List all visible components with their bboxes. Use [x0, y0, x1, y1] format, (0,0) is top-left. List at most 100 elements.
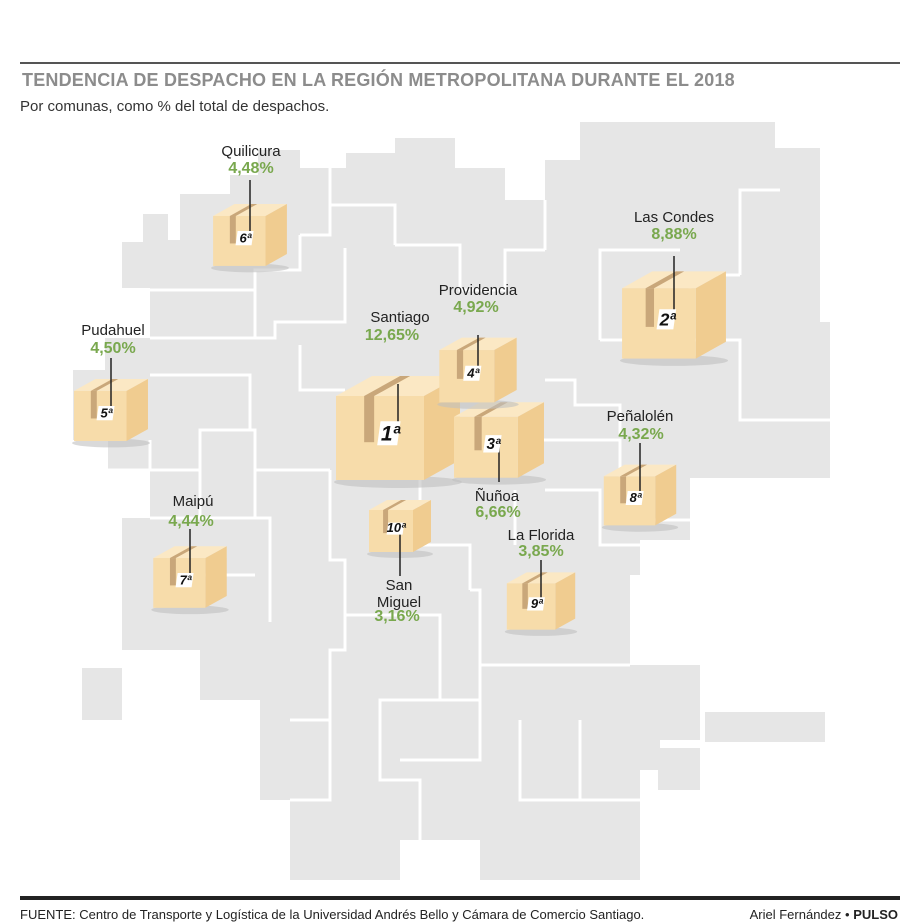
comuna-border	[540, 438, 622, 478]
region-island	[262, 622, 288, 700]
box-tape	[229, 215, 236, 244]
box-side	[517, 402, 544, 478]
comuna-border	[150, 288, 257, 340]
chart-subtitle: Por comunas, como % del total de despach…	[20, 98, 330, 115]
box-side	[205, 546, 227, 608]
rank-label: 3ª	[487, 436, 501, 453]
box-top	[369, 500, 431, 511]
comuna-border	[738, 188, 780, 275]
rank-label: 4ª	[466, 366, 480, 381]
credit-separator: •	[845, 907, 850, 922]
comuna-percent: 3,16%	[374, 608, 420, 625]
credit: Ariel Fernández • PULSO	[750, 907, 898, 922]
box-side	[412, 500, 431, 552]
box-tape	[522, 583, 528, 609]
package-box-3: 3ª	[452, 402, 546, 485]
comuna-name: Ñuñoa	[474, 488, 520, 505]
comuna-percent: 4,44%	[168, 513, 214, 530]
package-box-8: 8ª	[601, 443, 679, 532]
box-side	[695, 271, 726, 359]
comuna-name: Quilicura	[221, 143, 281, 160]
comuna-border	[290, 615, 347, 722]
rank-label: 8ª	[630, 490, 643, 505]
box-tape	[474, 416, 482, 451]
comuna-percent: 6,66%	[475, 504, 521, 521]
comuna-percent: 12,65%	[364, 327, 420, 344]
credit-author: Ariel Fernández	[749, 907, 842, 922]
comuna-border	[598, 248, 680, 340]
package-box-4: 4ª	[437, 335, 519, 409]
rank-tag	[483, 435, 502, 453]
comuna-percent: 3,85%	[518, 543, 564, 560]
box-side	[655, 464, 677, 526]
package-boxes: 1ª 2ª 3ª 4ª 5ª 6ª 7ª 8ª 9ª 10ª	[72, 180, 728, 636]
box-tape	[456, 350, 464, 379]
comuna-border	[400, 665, 482, 762]
comuna-border	[298, 345, 345, 392]
box-side	[126, 378, 148, 442]
box-side	[555, 572, 576, 630]
comuna-percent: 4,50%	[90, 340, 136, 357]
package-box-10: 10ª	[367, 500, 433, 576]
package-box-1: 1ª	[334, 376, 462, 488]
comuna-name: Peñalolén	[606, 408, 674, 425]
credit-outlet: PULSO	[853, 907, 898, 922]
package-box-9: 9ª	[504, 560, 578, 636]
package-box-7: 7ª	[151, 529, 229, 615]
comuna-border	[108, 468, 202, 518]
comuna-name: Santiago	[370, 309, 430, 326]
bottom-rule	[20, 896, 900, 900]
comuna-border	[345, 613, 442, 840]
comuna-percent: 4,92%	[453, 299, 499, 316]
box-side	[265, 204, 287, 266]
region-island	[705, 712, 825, 742]
region-island	[82, 668, 122, 720]
comuna-border	[545, 378, 622, 435]
comuna-percent: 4,32%	[618, 426, 664, 443]
region-island	[658, 748, 700, 790]
source-note: FUENTE: Centro de Transporte y Logística…	[20, 907, 645, 922]
top-rule	[20, 62, 900, 64]
package-box-6: 6ª	[211, 180, 289, 273]
rank-label: 9ª	[531, 596, 544, 611]
rank-label: 6ª	[240, 230, 253, 245]
package-box-5: 5ª	[72, 358, 150, 448]
comuna-border	[578, 720, 640, 802]
rank-tag	[463, 365, 482, 381]
box-tape	[169, 558, 176, 586]
comuna-percent: 8,88%	[651, 226, 697, 243]
rank-tag	[175, 572, 194, 588]
comuna-name: Pudahuel	[81, 322, 145, 339]
comuna-border	[255, 300, 347, 340]
rank-tag	[625, 491, 644, 506]
box-tape	[620, 476, 627, 504]
box-tape	[364, 396, 375, 443]
comuna-border	[395, 243, 545, 292]
chart-title: TENDENCIA DE DESPACHO EN LA REGIÓN METRO…	[22, 70, 735, 90]
box-tape	[645, 288, 655, 327]
comuna-name: Las Condes	[633, 209, 715, 226]
rank-tag	[235, 230, 254, 246]
package-box-2: 2ª	[620, 256, 728, 366]
rank-label: 7ª	[180, 572, 193, 587]
rank-label: 5ª	[101, 405, 114, 420]
rank-label: 2ª	[659, 309, 677, 329]
comuna-border	[253, 470, 272, 585]
rank-tag	[96, 405, 115, 421]
comuna-percent: 4,48%	[228, 160, 274, 177]
rank-label: 1ª	[381, 422, 402, 445]
box-tape	[383, 500, 407, 511]
comuna-border	[328, 470, 347, 615]
rank-tag	[377, 421, 401, 446]
comuna-border	[518, 720, 580, 802]
comuna-border	[470, 588, 630, 667]
comuna-name: La Florida	[507, 527, 575, 544]
rank-tag	[527, 597, 545, 611]
rank-tag	[386, 522, 405, 535]
box-tape	[383, 510, 389, 534]
comuna-name: Providencia	[438, 282, 518, 299]
box-side	[494, 337, 517, 403]
rank-label: 10ª	[387, 520, 407, 535]
box-tape	[90, 390, 97, 419]
comuna-border	[250, 428, 330, 472]
